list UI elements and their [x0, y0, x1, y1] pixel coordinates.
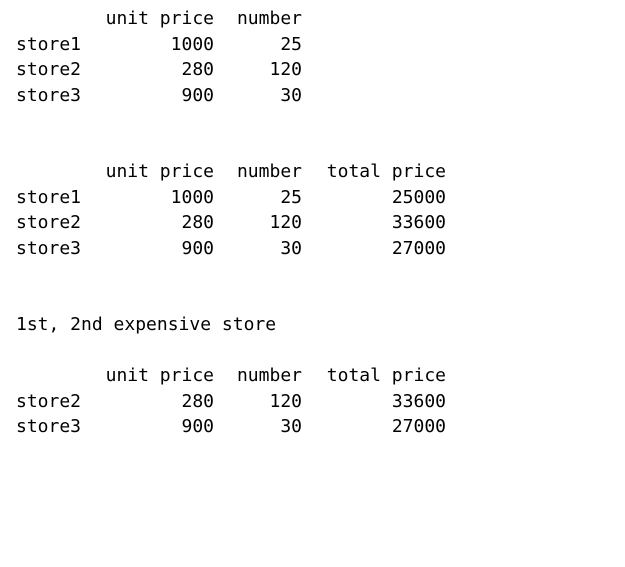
row-index: store2 [16, 390, 82, 412]
row-index: store3 [16, 237, 82, 259]
unit-price-cell: 900 [181, 237, 214, 259]
number-cell: 120 [269, 59, 302, 80]
table-row: store1 1000 25 [16, 32, 302, 58]
table-row: store3 900 30 27000 [16, 236, 446, 262]
row-index: store1 [16, 186, 82, 208]
row-index: store1 [16, 33, 82, 55]
column-header-number: number [236, 365, 302, 386]
number-cell: 120 [269, 212, 302, 233]
dataframe-3: unit price number total price store2 280… [16, 363, 446, 440]
unit-price-cell: 900 [181, 84, 214, 106]
row-index: store3 [16, 416, 82, 437]
table-row: store2 280 120 33600 [16, 389, 446, 415]
number-cell: 120 [269, 390, 302, 412]
unit-price-cell: 280 [181, 390, 214, 412]
row-index: store2 [16, 212, 82, 233]
column-header-total-price: total price [326, 365, 446, 386]
output-caption: 1st, 2nd expensive store [16, 314, 277, 335]
dataframe-2: unit price number total price store1 100… [16, 159, 446, 262]
column-header-number: number [236, 8, 302, 29]
column-header-unit-price: unit price [105, 8, 214, 29]
number-cell: 25 [280, 186, 302, 208]
unit-price-cell: 280 [181, 59, 214, 80]
dataframe-1: unit price number store1 1000 25 store2 … [16, 6, 302, 109]
table-header-row: unit price number [16, 6, 302, 32]
number-cell: 30 [280, 237, 302, 259]
table-header-row: unit price number total price [16, 159, 446, 185]
table-header-row: unit price number total price [16, 363, 446, 389]
table-row: store1 1000 25 25000 [16, 185, 446, 211]
console-output: unit price number store1 1000 25 store2 … [16, 0, 616, 454]
column-header-unit-price: unit price [105, 365, 214, 386]
table-row: store2 280 120 33600 [16, 210, 446, 236]
number-cell: 30 [280, 84, 302, 106]
unit-price-cell: 280 [181, 212, 214, 233]
column-header-number: number [236, 161, 302, 182]
total-price-cell: 27000 [391, 416, 446, 437]
total-price-cell: 33600 [391, 390, 446, 412]
unit-price-cell: 1000 [170, 33, 214, 55]
unit-price-cell: 900 [181, 416, 214, 437]
table-row: store3 900 30 27000 [16, 414, 446, 440]
number-cell: 30 [280, 416, 302, 437]
total-price-cell: 25000 [391, 186, 446, 208]
total-price-cell: 33600 [391, 212, 446, 233]
table-row: store3 900 30 [16, 83, 302, 109]
unit-price-cell: 1000 [170, 186, 214, 208]
column-header-unit-price: unit price [105, 161, 214, 182]
row-index: store3 [16, 84, 82, 106]
row-index: store2 [16, 59, 82, 80]
total-price-cell: 27000 [391, 237, 446, 259]
column-header-total-price: total price [326, 161, 446, 182]
table-row: store2 280 120 [16, 57, 302, 83]
number-cell: 25 [280, 33, 302, 55]
